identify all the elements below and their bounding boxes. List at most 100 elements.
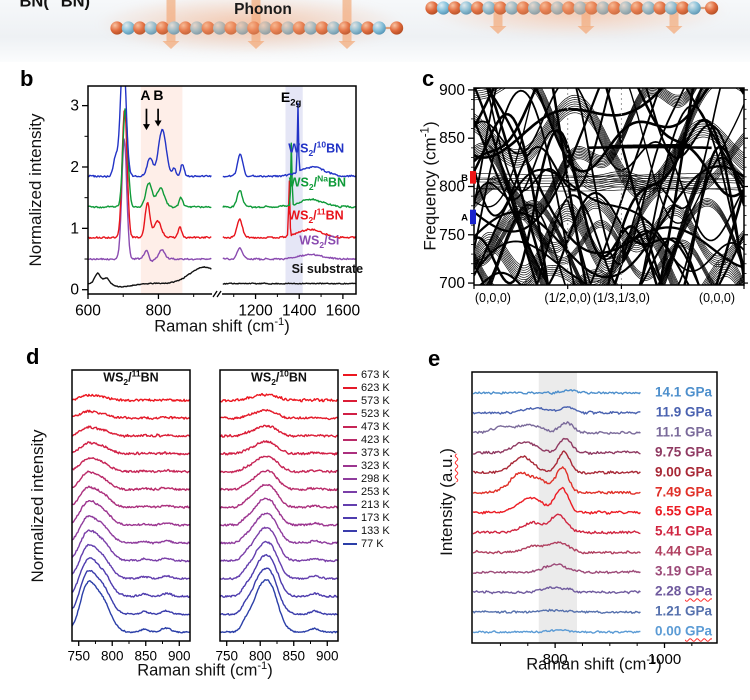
panel-c-letter: c [422, 66, 435, 91]
x-tick-label: 850 [134, 649, 157, 664]
spectrum-si-substrate [88, 265, 212, 288]
x-tick-label: 1400 [282, 303, 317, 320]
spectrum-423-k [220, 469, 338, 492]
x-tick-label: 850 [282, 649, 305, 664]
spectrum-323-k [72, 499, 190, 527]
spectrum-9-00-gpa [473, 450, 641, 475]
spectrum-ws2-nabn [222, 142, 356, 209]
legend-item: 673 K [343, 369, 390, 382]
panel-d-11bn-chart: 750 800 850 900 WS2/11BN [50, 362, 204, 668]
y-tick-label: 2 [70, 159, 79, 176]
y-tick-label: 700 [439, 275, 465, 292]
panel-b-y-axis-label: Normalized intensity [26, 113, 45, 267]
spectrum-373-k [72, 485, 190, 509]
panel-e-x-axis-label: Raman shift (cm-1) [526, 654, 662, 674]
legend-item: 133 K [343, 524, 390, 537]
phonon-glow-left [95, 0, 405, 54]
spectrum-ws2-10bn [88, 86, 212, 178]
pressure-label: 11.1 GPa [655, 424, 712, 440]
x-tick-label: 900 [168, 649, 191, 664]
spectrum-133-k [72, 569, 190, 616]
spectrum-si-substrate [222, 282, 356, 285]
panel-d-x-axis-label: Raman shift (cm-1) [137, 660, 273, 680]
spectrum-1-21-gpa [472, 608, 641, 615]
spectrum-ws2-11bn [88, 109, 212, 240]
x-tick-label: 800 [146, 303, 172, 320]
spectrum-473-k [72, 456, 190, 474]
pressure-label: 7.49 GPa [654, 483, 712, 499]
legend-swatch [343, 503, 357, 506]
legend-swatch [343, 374, 357, 377]
legend-label: 77 K [361, 537, 384, 550]
x-tick-label: 750 [215, 649, 238, 664]
legend-swatch [343, 477, 357, 480]
legend-swatch [343, 426, 357, 429]
x-tick-label: 600 [75, 303, 101, 320]
panel-d-letter: d [26, 344, 40, 369]
panel-d-10bn-chart: 750 800 850 900 WS2/10BN [198, 362, 352, 668]
pressure-label: 1.21 GPa [654, 603, 712, 619]
legend-item: 173 K [343, 511, 390, 524]
spectrum-3-19-gpa [472, 563, 641, 575]
panel-c-phonon-dispersion-chart: 700 750 800 850 900 (0,0,0) (1/2,0,0) (1/3,1/3,… [439, 82, 750, 320]
legend-label: 573 K [361, 395, 390, 408]
spectrum-298-k [72, 514, 190, 545]
legend-swatch [343, 542, 357, 545]
x-tick-label: 800 [543, 651, 568, 668]
spectrum-298-k [220, 512, 338, 545]
spectrum-11-1-gpa [472, 421, 641, 435]
legend-label: 523 K [361, 408, 390, 421]
spectrum-573-k [220, 424, 338, 438]
spectrum-77-k [220, 579, 338, 634]
legend-swatch [343, 413, 357, 416]
d-right-plot: 750 800 850 900 [215, 369, 339, 664]
mode-marker-label: B [461, 173, 468, 184]
spectrum-4-44-gpa [472, 541, 641, 555]
pressure-label: 4.44 GPa [654, 543, 712, 559]
legend-label: 133 K [361, 524, 390, 537]
spectrum-7-49-gpa [472, 466, 641, 495]
pressure-label: 11.9 GPa [655, 404, 712, 420]
x-tick-label: 1600 [326, 303, 361, 320]
legend-item: 298 K [343, 473, 390, 486]
d-left-plot: 750 800 850 900 [67, 369, 191, 664]
pressure-label: 9.00 GPa [654, 463, 712, 479]
legend-label: 473 K [361, 421, 390, 434]
spectrum-523-k [72, 441, 190, 456]
curve-label: Si substrate [291, 261, 364, 276]
pressure-label: 9.75 GPa [654, 443, 712, 459]
legend-swatch [343, 400, 357, 403]
spectrum-ws2-11bn [222, 180, 356, 240]
c-plot: 700 750 800 850 900 (0,0,0) (1/2,0,0) (1/3,1/3,… [439, 82, 748, 305]
spectrum-9-75-gpa [473, 437, 641, 456]
legend-swatch [343, 452, 357, 455]
legend-label: 323 K [361, 460, 390, 473]
legend-item: 373 K [343, 447, 390, 460]
legend-item: 253 K [343, 485, 390, 498]
spectrum-173-k [220, 553, 338, 599]
spectrum-133-k [220, 567, 338, 616]
subpanel-title: WS2/11BN [103, 368, 159, 388]
y-tick-label: 900 [439, 82, 465, 99]
legend-label: 173 K [361, 511, 390, 524]
legend-label: 623 K [361, 382, 390, 395]
b-plot: 600 800 1200 1400 1600 0 1 2 3 [70, 85, 361, 320]
legend-item: 523 K [343, 408, 390, 421]
subpanel-title: WS2/10BN [251, 368, 307, 388]
spectrum-473-k [220, 455, 338, 474]
legend-item: 213 K [343, 498, 390, 511]
annotation-text: B [153, 87, 164, 104]
spectrum-5-41-gpa [472, 513, 641, 535]
spectrum-ws2-si [222, 246, 356, 261]
y-tick-label: 750 [439, 227, 465, 244]
x-tick-label: (1/3,1/3,0) [593, 291, 650, 305]
curve-label: WS2/NaBN [288, 173, 347, 193]
x-tick-label: 800 [249, 649, 272, 664]
spectrum-213-k [220, 540, 338, 581]
annotation-arrow [142, 124, 150, 131]
spectrum-253-k [220, 526, 338, 563]
spectrum-673-k [72, 393, 190, 403]
spectrum-173-k [72, 557, 190, 599]
spectrum-0-00-gpa [472, 628, 641, 634]
